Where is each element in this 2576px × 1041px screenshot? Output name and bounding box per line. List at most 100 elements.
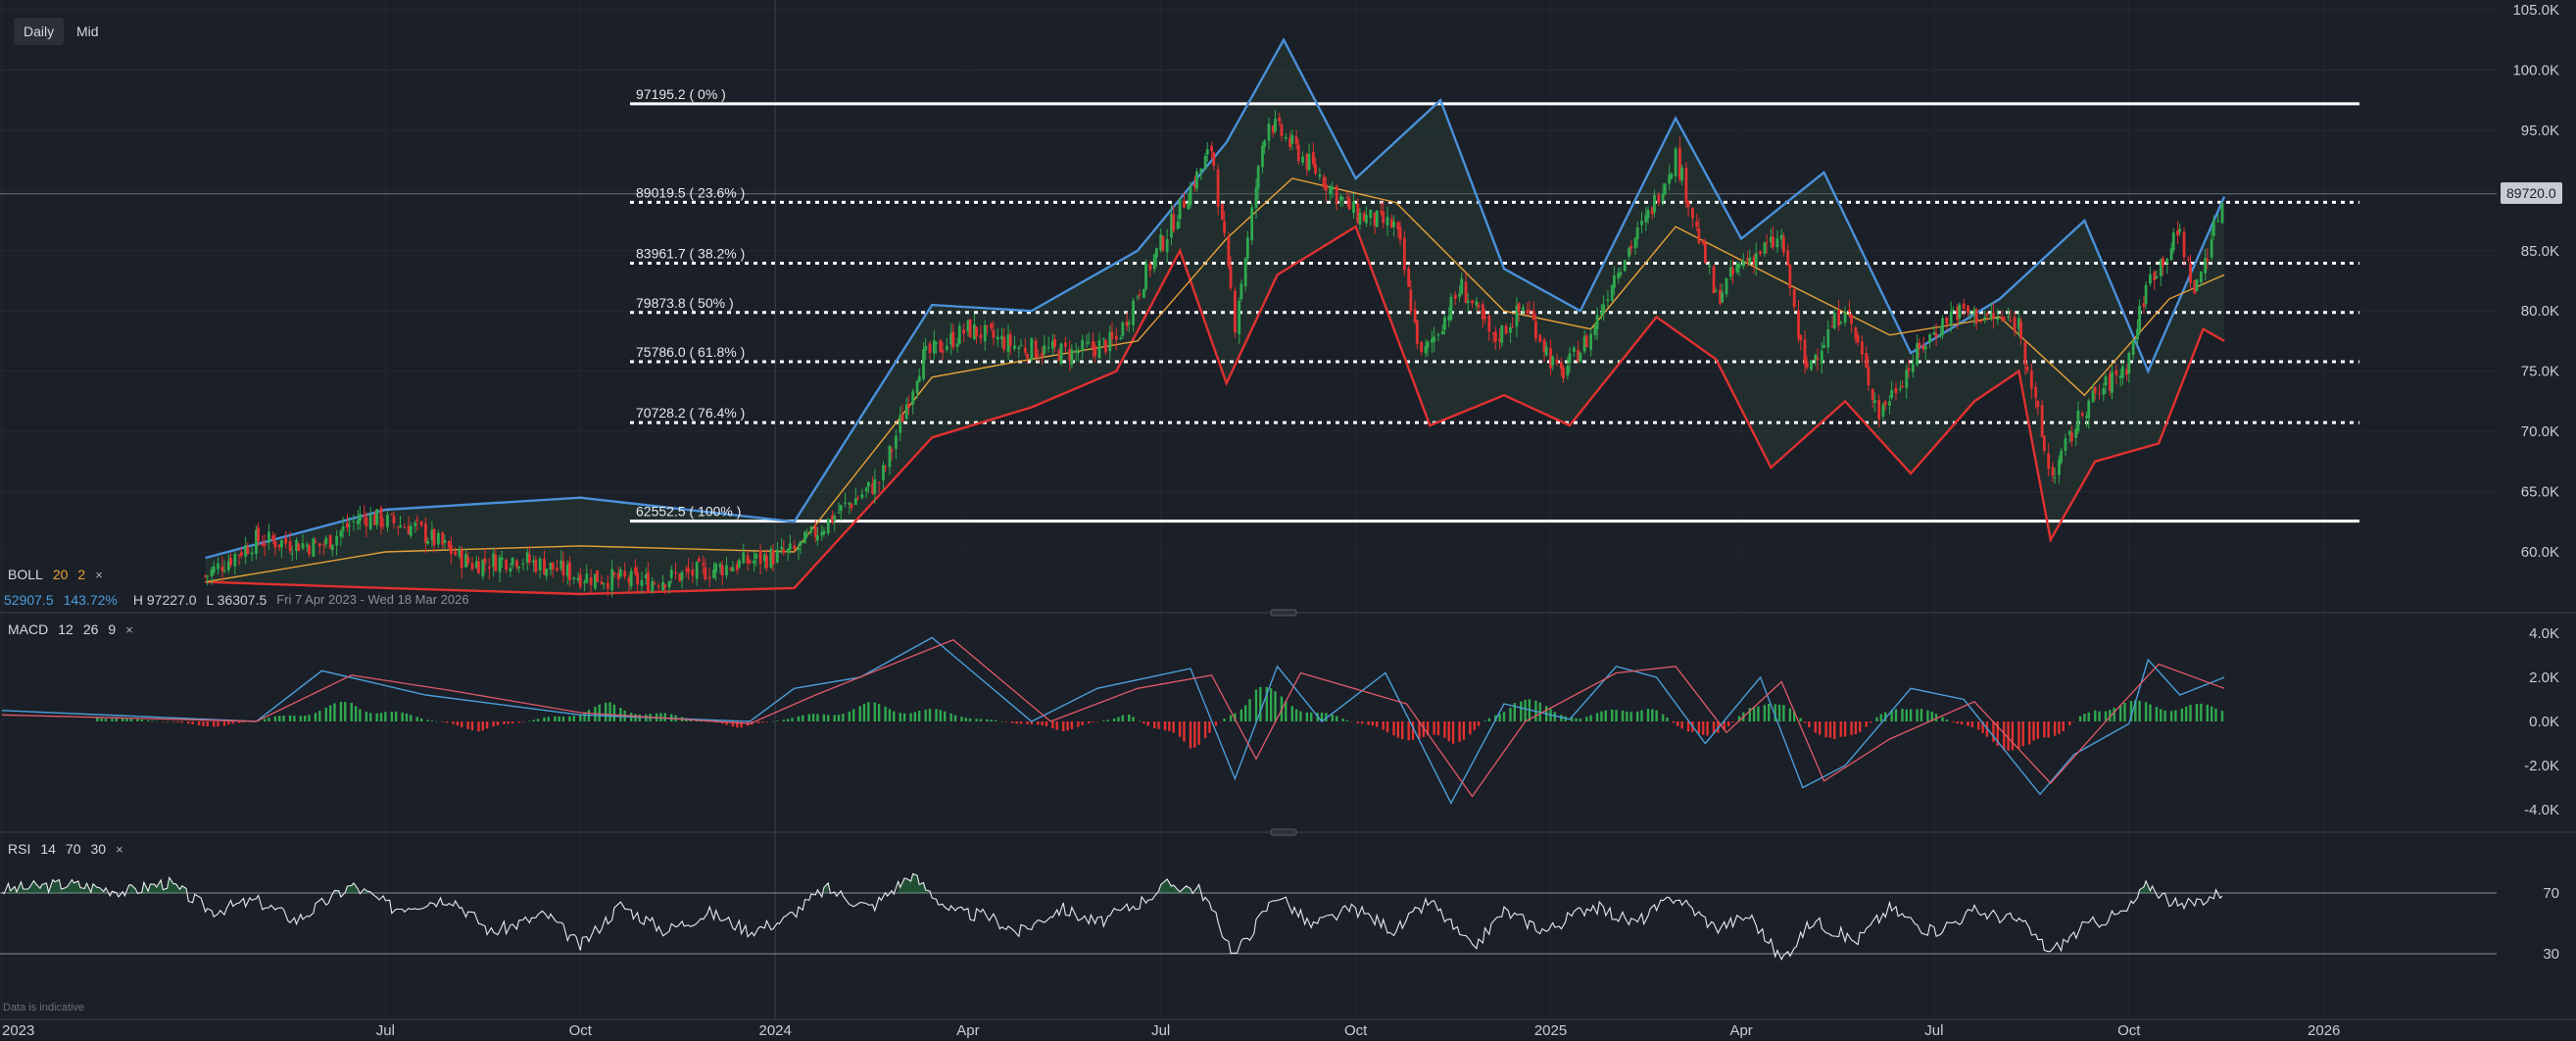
timeframe-mid-button[interactable]: Mid: [76, 24, 99, 39]
candle-body: [589, 576, 593, 585]
candle-body: [210, 569, 214, 576]
boll-legend[interactable]: BOLL 20 2 ×: [8, 567, 103, 582]
candle-body: [962, 329, 966, 334]
candle-body: [1205, 149, 1209, 155]
candle-body: [742, 552, 746, 564]
macd-histogram-bar: [394, 711, 398, 721]
macd-histogram-bar: [2206, 704, 2210, 721]
macd-histogram-bar: [1396, 721, 1400, 738]
macd-histogram-bar: [303, 716, 307, 721]
candle-body: [1239, 283, 1243, 300]
candle-body: [704, 567, 707, 580]
boll-close-icon[interactable]: ×: [95, 567, 103, 582]
macd-histogram-bar: [1325, 713, 1328, 721]
fibonacci-levels: [630, 102, 2359, 523]
macd-histogram-bar: [1570, 718, 1574, 721]
macd-histogram-bar: [227, 721, 230, 725]
candle-body: [1670, 174, 1674, 179]
candle-body: [691, 570, 695, 575]
macd-histogram-bar: [481, 721, 485, 731]
candle-body: [1830, 325, 1834, 327]
timeframe-daily-button[interactable]: Daily: [14, 18, 65, 45]
candle-body: [1142, 288, 1145, 298]
candle-body: [237, 555, 241, 557]
macd-histogram-bar: [1234, 713, 1237, 721]
candle-body: [1996, 318, 2000, 321]
grid: [0, 0, 2497, 1019]
macd-histogram-bar: [1595, 713, 1599, 721]
rsi-period: 14: [40, 841, 56, 857]
macd-histogram-bar: [1092, 721, 1094, 722]
candle-body: [1797, 310, 1800, 339]
candle-body: [271, 534, 275, 541]
candle-body: [2002, 317, 2006, 321]
macd-histogram-bar: [1066, 721, 1069, 731]
candle-body: [1203, 155, 1207, 170]
macd-histogram-bar: [2160, 709, 2163, 721]
macd-close-icon[interactable]: ×: [125, 621, 133, 637]
candle-body: [718, 564, 722, 568]
candle-body: [941, 350, 945, 353]
candle-body: [1392, 222, 1395, 227]
candle-body: [1108, 331, 1112, 352]
candle-body: [702, 563, 705, 566]
candle-body: [545, 569, 549, 576]
macd-histogram-bar: [521, 721, 525, 722]
candle-body: [449, 544, 453, 555]
candle-body: [1770, 236, 1773, 242]
rsi-close-icon[interactable]: ×: [116, 841, 123, 857]
candle-body: [2102, 387, 2106, 395]
rsi-overbought-fill: [823, 882, 829, 893]
macd-histogram-bar: [1011, 721, 1014, 723]
candle-body: [365, 517, 368, 527]
macd-histogram-bar: [1524, 699, 1527, 721]
macd-legend[interactable]: MACD 12 26 9 ×: [8, 621, 133, 637]
candle-body: [928, 343, 932, 353]
macd-histogram-bar: [477, 721, 480, 732]
macd-histogram-bar: [125, 718, 128, 721]
x-tick-label: 2023: [2, 1022, 34, 1039]
candle-body: [1737, 263, 1741, 269]
candle-body: [1589, 333, 1593, 350]
candle-body: [2127, 352, 2131, 374]
rsi-panel: [0, 872, 2497, 962]
macd-histogram-bar: [496, 721, 500, 725]
macd-histogram-bar: [797, 716, 801, 721]
candle-body: [634, 567, 637, 574]
candle-body: [1493, 331, 1497, 342]
candle-body: [1888, 401, 1891, 406]
macd-histogram-bar: [2047, 721, 2050, 738]
boll-name: BOLL: [8, 567, 43, 582]
rsi-legend[interactable]: RSI 14 70 30 ×: [8, 841, 123, 857]
candle-body: [1013, 345, 1016, 349]
macd-histogram-bar: [1600, 711, 1603, 721]
candle-body: [939, 339, 943, 353]
candle-body: [1250, 207, 1254, 241]
candle-body: [1161, 236, 1165, 251]
candle-body: [559, 560, 563, 570]
candle-body: [1837, 310, 1840, 326]
candle-body: [895, 435, 898, 449]
candle-body: [1081, 339, 1085, 351]
macd-histogram-bar: [598, 704, 601, 721]
x-tick-label: Apr: [956, 1022, 979, 1039]
candle-body: [525, 552, 529, 563]
macd-histogram-bar: [517, 721, 520, 723]
candle-body: [1347, 198, 1351, 210]
candle-body: [2193, 280, 2197, 294]
macd-histogram-bar: [1197, 721, 1200, 745]
candle-body: [239, 552, 243, 557]
candle-body: [2111, 372, 2114, 393]
candle-body: [2017, 318, 2020, 329]
macd-histogram-bar: [1960, 721, 1964, 725]
candle-body: [1178, 198, 1182, 220]
macd-histogram-bar: [314, 713, 317, 721]
candle-body: [1314, 164, 1317, 174]
candle-body: [738, 560, 741, 568]
boll-value-1: 52907.5: [4, 592, 54, 608]
candle-body: [1628, 248, 1630, 258]
candle-body: [1657, 195, 1661, 204]
candle-body: [527, 554, 531, 563]
rsi-upper: 70: [65, 841, 81, 857]
